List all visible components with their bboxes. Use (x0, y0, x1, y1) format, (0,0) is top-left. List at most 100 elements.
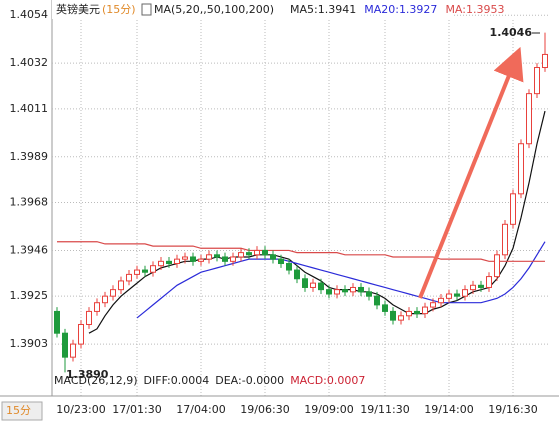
legend-entry: MA20:1.3927 (364, 3, 437, 16)
candle-body (382, 304, 388, 312)
ma-line (57, 241, 545, 262)
candle-body (374, 295, 380, 306)
period: (15分) (102, 3, 136, 16)
candle-body (318, 282, 324, 291)
candle-body (118, 280, 124, 291)
macd-value: DIFF:0.0004 (144, 374, 210, 387)
candle-body (270, 254, 276, 260)
candle-body (342, 289, 348, 293)
candle-body (486, 276, 492, 288)
candle-body (358, 286, 364, 293)
candle-body (406, 310, 412, 317)
x-tick-label: 17/04:00 (176, 403, 225, 416)
legend-entry: MA5:1.3941 (290, 3, 356, 16)
candle-body (150, 265, 156, 273)
candle-body (110, 289, 116, 297)
bottom-bg (0, 396, 559, 422)
candle-body (214, 254, 220, 258)
indicator: MA(5,20,,50,100,200) (154, 3, 274, 16)
candle-body (198, 258, 204, 262)
candle-body (510, 193, 516, 225)
candle-body (142, 269, 148, 273)
candle-body (158, 260, 164, 267)
x-tick-label: 10/23:00 (56, 403, 105, 416)
macd-name: MACD(26,12,9) (54, 374, 138, 387)
candle-body (286, 263, 292, 271)
x-tick-label: 17/01:30 (112, 403, 161, 416)
x-tick-label: 19/11:30 (360, 403, 409, 416)
header-bg (52, 0, 452, 19)
y-tick-label: 1.3903 (10, 337, 49, 350)
candle-body (454, 293, 460, 297)
candle-body (422, 306, 428, 315)
candle-body (174, 258, 180, 265)
candle-body (438, 297, 444, 304)
ma-line (88, 110, 546, 334)
legend-entry: MA:1.3953 (445, 3, 504, 16)
candle-body (190, 256, 196, 262)
y-tick-label: 1.4054 (10, 8, 49, 21)
candle-body (62, 332, 68, 358)
y-tick-label: 1.4032 (10, 56, 49, 69)
candle-body (478, 284, 484, 288)
candle-body (446, 293, 452, 299)
tab[interactable] (1, 401, 43, 421)
candle-body (54, 310, 60, 334)
title: 英镑美元 (56, 2, 100, 16)
x-tick-label: 19/16:30 (488, 403, 537, 416)
y-tick-label: 1.3989 (10, 150, 49, 163)
tab-label[interactable]: 15分 (6, 404, 31, 417)
candle-body (206, 254, 212, 260)
candle-body (102, 295, 108, 304)
candle-body (134, 269, 140, 275)
candle-body (494, 254, 500, 278)
candle-body (310, 282, 316, 288)
y-tick-label: 1.3968 (10, 196, 49, 209)
candle-body (222, 256, 228, 262)
y-tick-label: 1.3946 (10, 243, 49, 256)
x-tick-label: 19/09:00 (304, 403, 353, 416)
y-tick-label: 1.4011 (10, 102, 49, 115)
candle-body (366, 291, 372, 297)
candle-body (398, 315, 404, 321)
candle-body (294, 269, 300, 280)
candle-body (278, 258, 284, 265)
candle-body (526, 93, 532, 145)
x-tick-label: 19/06:30 (240, 403, 289, 416)
candle-body (430, 302, 436, 308)
candle-body (462, 289, 468, 297)
candle-body (414, 310, 420, 315)
candle-body (94, 302, 100, 312)
candle-body (86, 310, 92, 325)
candle-body (470, 284, 476, 291)
candle-body (182, 256, 188, 260)
candle-body (334, 289, 340, 295)
candle-body (302, 278, 308, 288)
ma-line (136, 241, 546, 319)
candle-body (126, 273, 132, 282)
candle-body (78, 323, 84, 345)
candle-body (230, 256, 236, 262)
arrow (418, 46, 524, 299)
candle-body (246, 252, 252, 256)
annotation-low: 1.3890 (66, 368, 109, 381)
candle-body (542, 53, 548, 69)
indicator-icon (141, 3, 152, 16)
macd-value: MACD:0.0007 (290, 374, 365, 387)
candle-body (534, 67, 540, 95)
candle-body (166, 260, 172, 265)
plot (52, 14, 548, 396)
candle-body (70, 343, 76, 358)
annotation-high: 1.4046 (490, 26, 533, 39)
macd-value: DEA:-0.0000 (215, 374, 284, 387)
candle-body (326, 289, 332, 295)
x-tick-label: 19/14:00 (424, 403, 473, 416)
candle-body (390, 310, 396, 321)
y-tick-label: 1.3925 (10, 289, 49, 302)
candle-body (502, 223, 508, 256)
candle-body (518, 143, 524, 195)
candle-body (254, 249, 260, 256)
candle-body (238, 252, 244, 258)
